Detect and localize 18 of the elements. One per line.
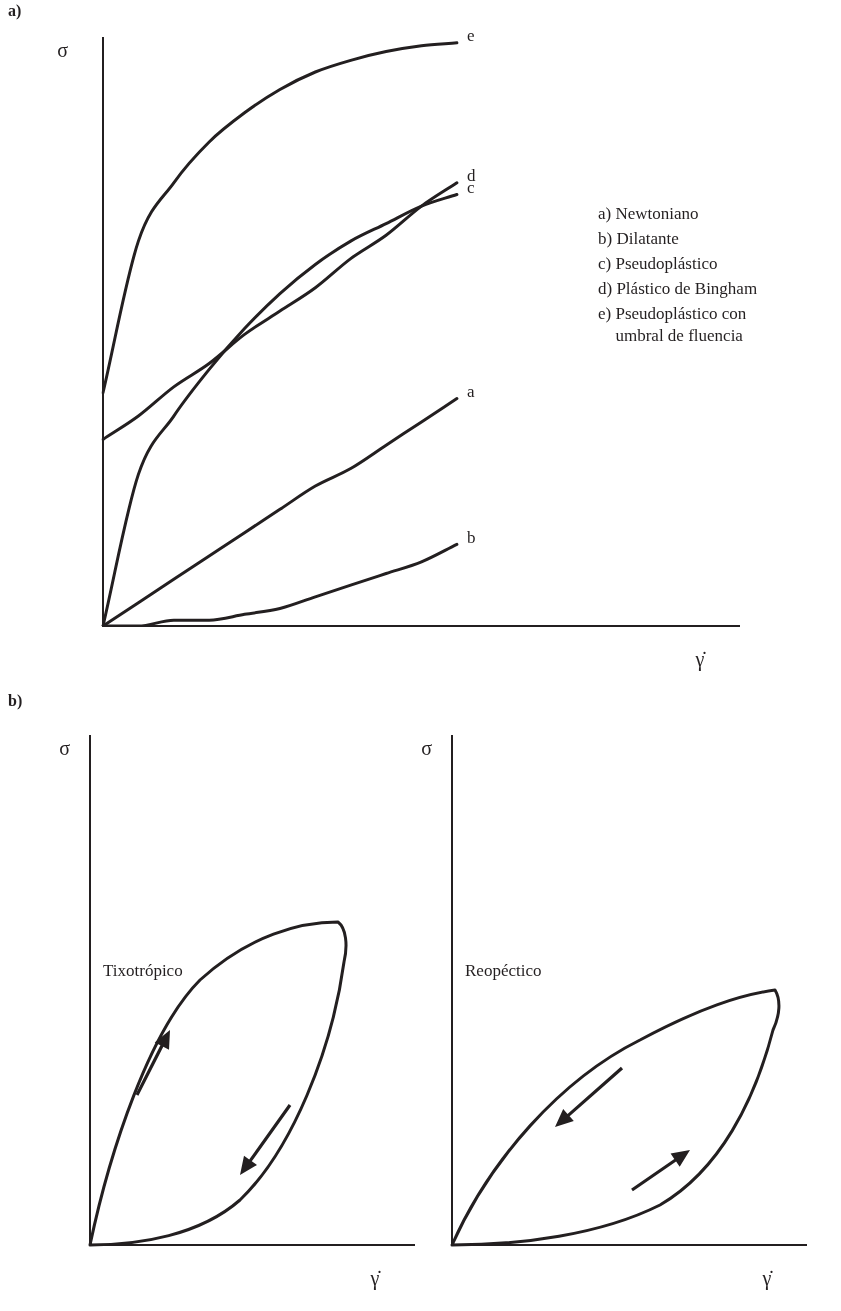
text: b) [8, 692, 23, 711]
text: γ̇ [369, 1267, 382, 1291]
text: Reopéctico [465, 961, 542, 981]
series-label: a [466, 382, 475, 402]
y-axis-title: σ [57, 39, 69, 62]
text: Tixotrópico [103, 961, 183, 981]
annotation: a) Newtoniano [598, 204, 699, 224]
text: σ [59, 737, 71, 760]
text: σ [421, 737, 433, 760]
x-axis-title: γ̇ [694, 648, 707, 672]
series-label: e [466, 26, 475, 46]
annotation: b) Dilatante [598, 229, 679, 249]
text: γ̇ [761, 1267, 774, 1291]
annotation: c) Pseudoplástico [598, 254, 718, 274]
annotation: e) Pseudoplástico con umbral de fluencia [598, 304, 747, 346]
annotation: d) Plástico de Bingham [598, 279, 758, 299]
series-label: b [466, 527, 476, 547]
chart-title: a) [8, 2, 22, 21]
